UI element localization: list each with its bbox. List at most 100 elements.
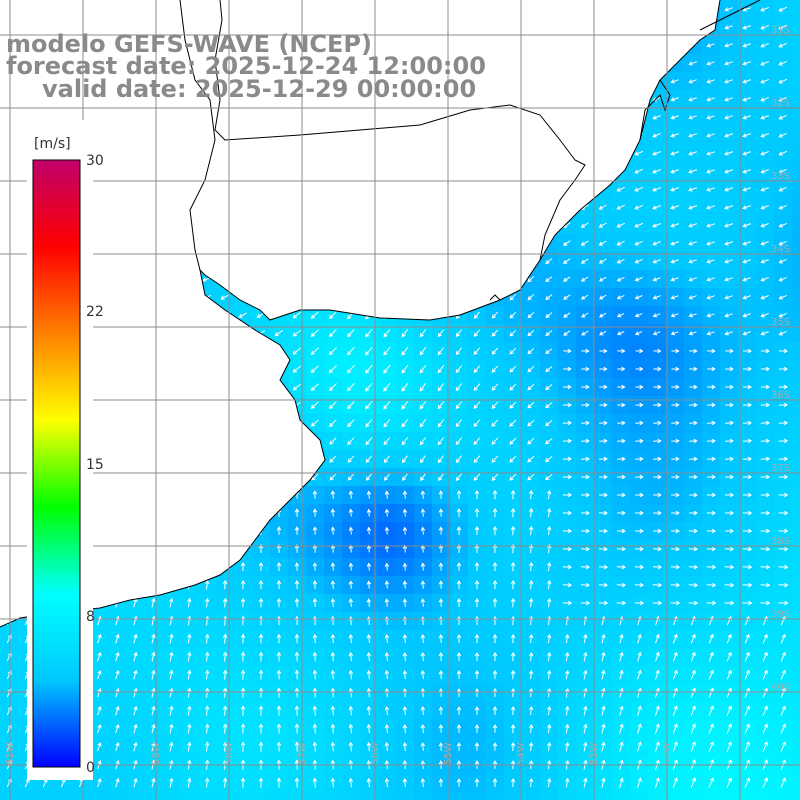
- wind-arrow: [166, 259, 175, 264]
- wind-speed-cell: [324, 288, 343, 307]
- latitude-label: 31S: [771, 25, 790, 36]
- wind-arrow: [474, 706, 480, 715]
- wind-arrow: [545, 96, 553, 103]
- wind-arrow: [94, 259, 103, 264]
- wind-arrow: [58, 24, 68, 30]
- wind-arrow: [778, 402, 789, 408]
- wind-speed-cell: [540, 162, 559, 181]
- wind-arrow: [151, 687, 156, 698]
- wind-speed-cell: [252, 162, 271, 181]
- wind-arrow: [581, 276, 589, 282]
- wind-speed-cell: [126, 414, 145, 433]
- wind-arrow: [742, 546, 753, 552]
- wind-speed-cell: [252, 180, 271, 199]
- wind-arrow: [652, 205, 662, 210]
- wind-speed-cell: [270, 270, 289, 289]
- wind-speed-cell: [198, 468, 217, 487]
- wind-arrow: [527, 276, 535, 283]
- wind-speed-cell: [0, 612, 19, 631]
- wind-arrow: [310, 311, 319, 319]
- wind-arrow: [205, 687, 210, 698]
- wind-arrow: [22, 24, 31, 30]
- wind-speed-cell: [144, 342, 163, 361]
- wind-speed-cell: [270, 216, 289, 235]
- wind-speed-cell: [360, 180, 379, 199]
- wind-arrow: [706, 295, 715, 300]
- wind-arrow: [778, 600, 789, 606]
- wind-arrow: [528, 489, 534, 500]
- wind-arrow: [492, 778, 498, 788]
- wind-speed-cell: [378, 234, 397, 253]
- wind-arrow: [294, 687, 300, 698]
- wind-arrow: [509, 347, 517, 355]
- wind-arrow: [725, 384, 734, 390]
- wind-arrow: [330, 526, 336, 535]
- wind-arrow: [258, 633, 264, 644]
- wind-speed-cell: [216, 414, 235, 433]
- wind-arrow: [509, 5, 517, 13]
- wind-arrow: [256, 240, 265, 246]
- wind-arrow: [565, 669, 570, 680]
- wind-speed-cell: [0, 216, 19, 235]
- wind-speed-cell: [558, 0, 577, 19]
- wind-arrow: [6, 580, 12, 590]
- wind-arrow: [708, 651, 714, 662]
- wind-arrow: [4, 420, 13, 426]
- wind-arrow: [437, 383, 445, 392]
- wind-arrow: [653, 474, 662, 480]
- wind-arrow: [707, 420, 716, 426]
- wind-arrow: [274, 438, 283, 444]
- wind-arrow: [653, 366, 662, 372]
- wind-arrow: [706, 7, 715, 12]
- wind-speed-cell: [0, 198, 19, 217]
- wind-arrow: [654, 723, 660, 734]
- wind-arrow: [689, 510, 698, 516]
- wind-arrow: [151, 723, 156, 734]
- wind-arrow: [456, 257, 462, 265]
- wind-arrow: [202, 312, 211, 318]
- wind-arrow: [111, 439, 122, 444]
- wind-speed-cell: [162, 270, 181, 289]
- wind-arrow: [616, 258, 625, 264]
- wind-arrow: [383, 113, 390, 121]
- wind-arrow: [401, 5, 408, 14]
- wind-arrow: [509, 149, 517, 157]
- wind-speed-cell: [162, 450, 181, 469]
- wind-speed-cell: [342, 198, 361, 217]
- wind-arrow: [292, 185, 301, 193]
- wind-arrow: [510, 669, 516, 680]
- wind-arrow: [329, 221, 337, 229]
- wind-speed-cell: [450, 288, 469, 307]
- wind-speed-cell: [144, 468, 163, 487]
- wind-speed-cell: [486, 216, 505, 235]
- wind-speed-cell: [486, 234, 505, 253]
- wind-arrow: [598, 42, 607, 48]
- wind-arrow: [348, 705, 354, 716]
- wind-arrow: [330, 777, 336, 788]
- wind-arrow: [742, 456, 753, 462]
- wind-arrow: [672, 669, 678, 680]
- wind-arrow: [672, 651, 678, 662]
- wind-arrow: [688, 600, 699, 606]
- wind-arrow: [455, 365, 463, 374]
- wind-arrow: [151, 597, 156, 608]
- wind-arrow: [329, 455, 337, 463]
- wind-speed-cell: [180, 162, 199, 181]
- wind-arrow: [220, 438, 229, 444]
- wind-arrow: [510, 525, 516, 536]
- wind-arrow: [742, 43, 751, 48]
- wind-arrow: [473, 347, 481, 355]
- wind-arrow: [438, 562, 444, 571]
- wind-arrow: [420, 473, 426, 481]
- wind-arrow: [438, 688, 444, 697]
- wind-arrow: [619, 651, 624, 662]
- wind-speed-cell: [396, 162, 415, 181]
- wind-arrow: [670, 277, 679, 282]
- wind-arrow: [492, 525, 498, 536]
- wind-speed-cell: [306, 126, 325, 145]
- wind-speed-cell: [0, 792, 19, 800]
- wind-arrow: [617, 528, 626, 534]
- wind-arrow: [258, 597, 264, 608]
- wind-arrow: [724, 564, 735, 570]
- wind-arrow: [256, 420, 265, 426]
